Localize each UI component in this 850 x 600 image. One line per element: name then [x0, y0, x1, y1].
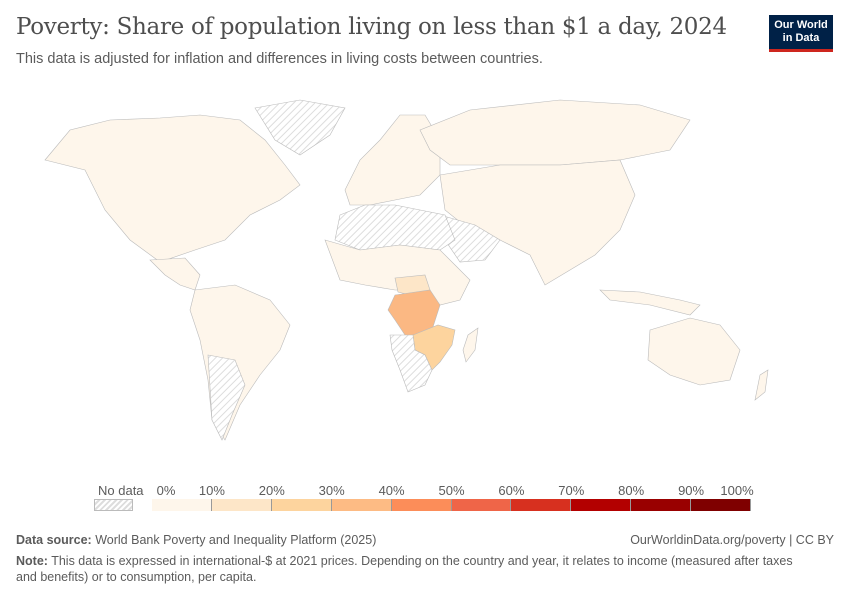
legend-tick-label: 20% — [258, 483, 285, 498]
legend-tick-label: 90% — [678, 483, 705, 498]
region-asia[interactable] — [439, 159, 636, 286]
legend-bin[interactable] — [571, 499, 632, 511]
legend-tick-label: 0% — [156, 483, 176, 498]
region-southern-africa[interactable] — [389, 334, 433, 393]
legend-color-bar — [152, 499, 752, 511]
legend-bin[interactable] — [271, 499, 332, 511]
region-indonesia[interactable] — [599, 289, 701, 316]
legend-bin[interactable] — [511, 499, 572, 511]
data-source: Data source: World Bank Poverty and Ineq… — [16, 533, 376, 547]
legend-bin[interactable] — [391, 499, 452, 511]
legend-tick-label: 10% — [198, 483, 225, 498]
owid-logo[interactable]: Our World in Data — [769, 15, 833, 52]
region-argentina[interactable] — [207, 354, 246, 441]
region-australia[interactable] — [647, 317, 741, 386]
region-russia[interactable] — [419, 99, 691, 166]
legend-tick-label: 100% — [720, 483, 754, 498]
legend-bin[interactable] — [631, 499, 692, 511]
legend-bin[interactable] — [691, 499, 752, 511]
source-label: Data source: — [16, 533, 92, 547]
legend-bin[interactable] — [451, 499, 512, 511]
region-north-africa[interactable] — [334, 204, 456, 251]
legend-tick-label: 40% — [378, 483, 405, 498]
legend-no-data-swatch — [94, 499, 133, 511]
source-url[interactable]: OurWorldinData.org/poverty | CC BY — [630, 533, 834, 547]
region-north-america[interactable] — [44, 114, 301, 263]
note: Note: This data is expressed in internat… — [16, 553, 816, 585]
note-label: Note: — [16, 554, 48, 568]
legend-no-data-label: No data — [98, 483, 144, 498]
region-madagascar[interactable] — [462, 327, 479, 363]
source-text[interactable]: World Bank Poverty and Inequality Platfo… — [95, 533, 377, 547]
legend-tick-label: 80% — [618, 483, 645, 498]
legend-bin[interactable] — [211, 499, 272, 511]
world-map[interactable] — [0, 80, 850, 480]
legend-tick-label: 60% — [498, 483, 525, 498]
legend-bin[interactable] — [331, 499, 392, 511]
region-greenland[interactable] — [254, 99, 346, 156]
legend-tick-label: 70% — [558, 483, 585, 498]
legend-tick-label: 30% — [318, 483, 345, 498]
legend-bin[interactable] — [152, 499, 212, 511]
region-south-america[interactable] — [189, 284, 291, 441]
legend-tick-label: 50% — [438, 483, 465, 498]
region-central-america[interactable] — [149, 257, 201, 291]
note-text: This data is expressed in international-… — [16, 554, 793, 584]
chart-subtitle: This data is adjusted for inflation and … — [16, 51, 543, 67]
region-west-africa[interactable] — [324, 239, 471, 306]
region-new-zealand[interactable] — [754, 369, 769, 401]
chart-title: Poverty: Share of population living on l… — [16, 14, 727, 40]
logo-text: Our World in Data — [774, 19, 828, 44]
